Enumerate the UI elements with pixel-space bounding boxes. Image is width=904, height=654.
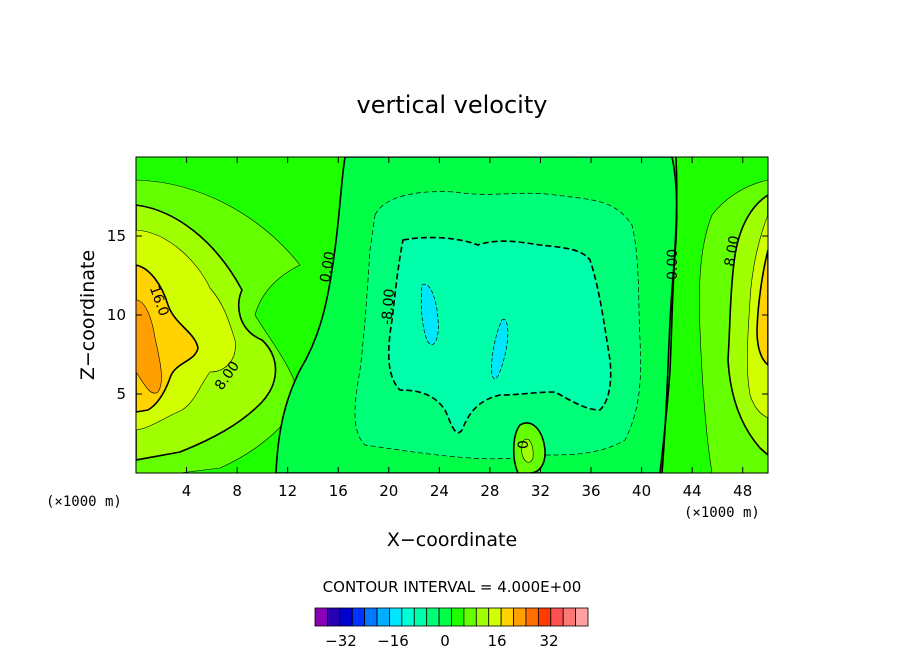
colorbar-swatch (401, 607, 415, 627)
colorbar-swatch (364, 607, 378, 627)
x-tick-label: 40 (632, 482, 651, 500)
x-right-unit-label: (×1000 m) (684, 505, 760, 521)
contour-label: 8.00 (722, 234, 743, 267)
x-axis-title: X−coordinate (387, 529, 517, 551)
y-axis: 5 10 15 (107, 227, 768, 403)
colorbar-tick-label: −16 (377, 632, 409, 650)
y-tick-label: 15 (107, 227, 126, 245)
small-updraft-blob-inner (521, 438, 534, 463)
colorbar-swatch (451, 607, 465, 627)
x-left-unit-label: (×1000 m) (46, 494, 122, 510)
colorbar-tick-label: −32 (325, 632, 357, 650)
colorbar-tick-label: 32 (539, 632, 558, 650)
contour-field (136, 157, 768, 473)
colorbar-swatch (314, 607, 328, 627)
colorbar-tick-label: 0 (440, 632, 450, 650)
colorbar-swatch (500, 607, 514, 627)
colorbar-swatch (513, 607, 527, 627)
colorbar-swatch (376, 607, 390, 627)
colorbar-swatch (463, 607, 477, 627)
colorbar-swatch (426, 607, 440, 627)
colorbar-swatch (575, 607, 589, 627)
y-axis-title: Z−coordinate (77, 250, 99, 380)
colorbar-swatch (475, 607, 490, 627)
contour-label: 0.00 (317, 250, 338, 283)
downdraft-core-left (420, 283, 439, 345)
right-updraft-level-16 (756, 249, 768, 367)
x-tick-label: 28 (480, 482, 499, 500)
x-tick-label: 4 (182, 482, 192, 500)
x-tick-label: 32 (531, 482, 550, 500)
colorbar-swatch (488, 607, 502, 627)
contour-label: 0.00 (665, 249, 681, 280)
colorbar-swatch (525, 607, 539, 627)
colorbar-tick-label: 16 (487, 632, 506, 650)
x-tick-label: 36 (581, 482, 600, 500)
colorbar-swatch (413, 607, 428, 627)
y-tick-label: 10 (107, 306, 126, 324)
x-tick-label: 48 (733, 482, 752, 500)
colorbar-swatch (327, 607, 341, 627)
contour-label: -8.00 (379, 288, 398, 325)
colorbar-swatch (389, 607, 403, 627)
y-tick-label: 5 (116, 385, 126, 403)
x-tick-label: 20 (379, 482, 398, 500)
x-tick-label: 8 (232, 482, 242, 500)
colorbar-swatch (339, 607, 353, 627)
x-tick-label: 12 (278, 482, 297, 500)
x-axis: 4 8 12 16 20 24 28 32 36 40 44 48 (182, 157, 752, 500)
x-tick-label: 44 (683, 482, 702, 500)
contour-label: 0 (514, 440, 530, 449)
downdraft-core-right (491, 318, 509, 380)
contour-interval-label: CONTOUR INTERVAL = 4.000E+00 (323, 578, 582, 596)
chart-title: vertical velocity (357, 91, 548, 119)
x-tick-label: 24 (430, 482, 449, 500)
colorbar-swatch (562, 607, 576, 627)
colorbar-swatch (438, 607, 452, 627)
colorbar-swatch (550, 607, 564, 627)
x-tick-label: 16 (329, 482, 348, 500)
colorbar: −32 −16 0 16 32 (314, 607, 589, 650)
left-updraft-core (136, 299, 162, 394)
colorbar-swatch (351, 607, 366, 627)
colorbar-swatch (537, 607, 552, 627)
zero-contour-right (661, 157, 678, 473)
